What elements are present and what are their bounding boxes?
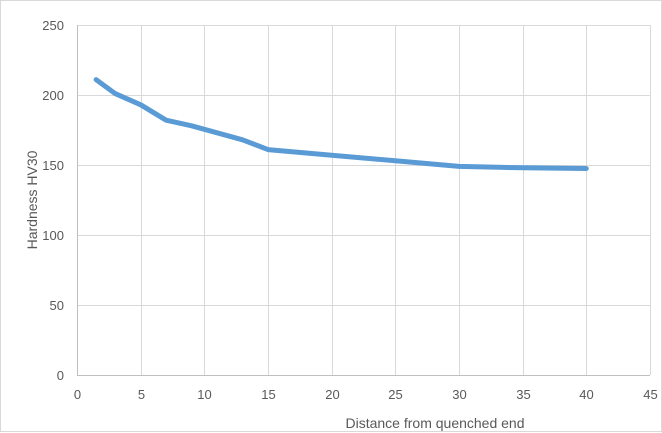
label-layer: Distance from quenched end Hardness HV30 xyxy=(24,150,525,431)
x-tick-label: 40 xyxy=(579,387,593,402)
x-tick-label: 20 xyxy=(325,387,339,402)
y-tick-label: 0 xyxy=(57,368,64,383)
x-tick-label: 30 xyxy=(452,387,466,402)
x-tick-label: 45 xyxy=(643,387,657,402)
x-tick-label: 0 xyxy=(74,387,81,402)
x-tick-label: 5 xyxy=(138,387,145,402)
y-tick-label: 150 xyxy=(42,158,64,173)
x-tick-label: 25 xyxy=(388,387,402,402)
series-layer xyxy=(93,77,589,171)
y-tick-label: 100 xyxy=(42,228,64,243)
x-tick-label: 15 xyxy=(261,387,275,402)
x-tick-label: 35 xyxy=(516,387,530,402)
x-axis-title: Distance from quenched end xyxy=(346,415,525,431)
x-tick-label: 10 xyxy=(197,387,211,402)
series-line xyxy=(93,77,589,171)
y-axis-title: Hardness HV30 xyxy=(24,150,40,249)
y-tick-label: 50 xyxy=(50,298,64,313)
y-tick-label: 200 xyxy=(42,88,64,103)
axis-layer: 0 50 100 150 200 250 0 5 10 15 20 25 30 35 40 45 xyxy=(42,18,657,402)
y-tick-label: 250 xyxy=(42,18,64,33)
grid-layer xyxy=(77,25,651,375)
